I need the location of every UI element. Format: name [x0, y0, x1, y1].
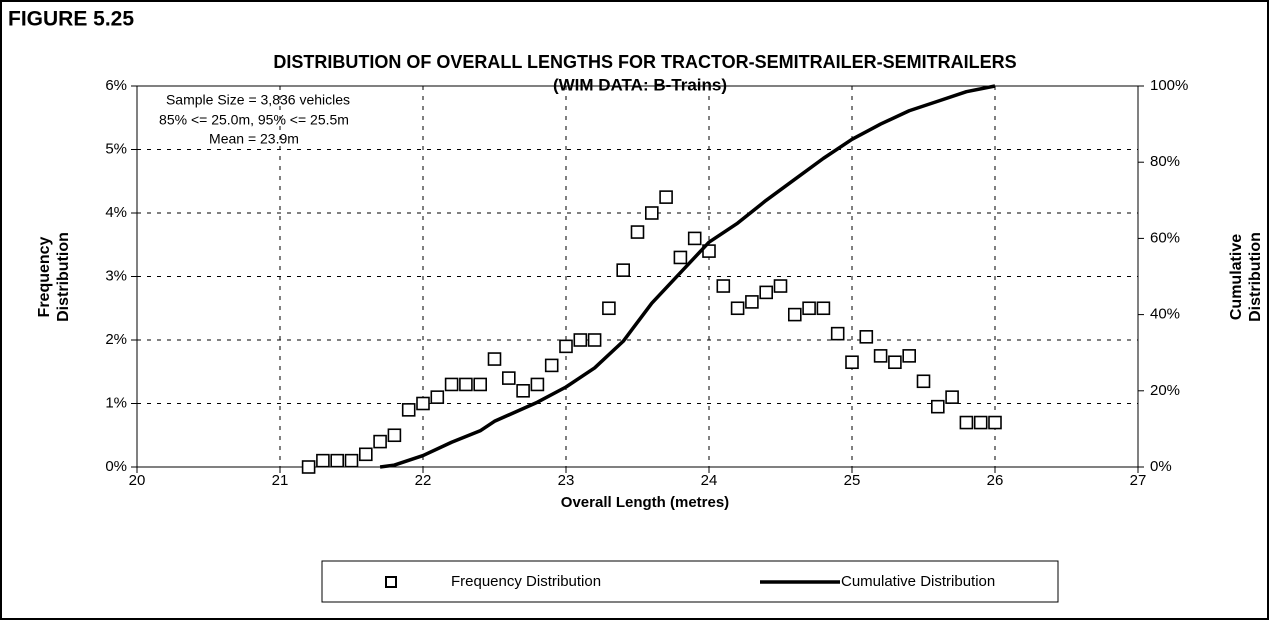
y-tick-label: 1% [105, 394, 127, 411]
figure-label: FIGURE 5.25 [8, 8, 134, 31]
point [559, 339, 573, 354]
point [916, 374, 931, 389]
point [573, 333, 588, 347]
point [973, 415, 988, 430]
point [802, 301, 816, 316]
y2-tick-label: 20% [1150, 382, 1180, 399]
x-axis-label: Overall Length (metres) [561, 494, 729, 511]
point [487, 352, 502, 366]
point [773, 279, 788, 293]
legend-box [321, 560, 1059, 603]
x-tick-label: 24 [701, 472, 718, 489]
point [930, 399, 945, 414]
y-tick-label: 3% [105, 267, 127, 284]
point [687, 231, 702, 246]
point [745, 295, 759, 309]
point [401, 403, 416, 417]
point [945, 390, 959, 404]
y2-axis-label: Cumulative [1228, 234, 1245, 320]
point [387, 428, 402, 443]
point [644, 206, 659, 220]
x-tick-label: 25 [844, 472, 861, 489]
point [873, 349, 888, 363]
x-tick-label: 27 [1130, 472, 1147, 489]
x-tick-label: 20 [129, 472, 146, 489]
point [716, 279, 731, 293]
point [358, 447, 373, 462]
x-tick-label: 23 [558, 472, 575, 489]
y2-tick-label: 0% [1150, 458, 1172, 475]
annotation: Mean = 23.9m [209, 131, 299, 147]
point [330, 453, 345, 468]
line [379, 84, 996, 469]
y-tick-label: 4% [105, 204, 127, 221]
x-tick-label: 22 [415, 472, 432, 489]
point [845, 355, 859, 370]
point [587, 333, 602, 347]
y-tick-label: 6% [105, 77, 127, 94]
point [416, 396, 430, 411]
point [888, 355, 902, 370]
point [516, 383, 530, 398]
point [730, 301, 745, 316]
point [787, 307, 802, 322]
point [544, 358, 559, 373]
point [630, 225, 645, 239]
legend-label: Frequency Distribution [451, 573, 601, 590]
y2-tick-label: 60% [1150, 229, 1180, 246]
point [988, 415, 1002, 430]
y-tick-label: 0% [105, 458, 127, 475]
legend-marker [385, 576, 397, 588]
point [430, 390, 445, 404]
point [902, 349, 917, 363]
point [373, 434, 387, 449]
point [759, 285, 774, 300]
plot-frame [136, 85, 1139, 468]
x-tick-label: 21 [272, 472, 289, 489]
annotation: Sample Size = 3,836 vehicles [166, 92, 350, 108]
point [530, 377, 545, 392]
chart-title: DISTRIBUTION OF OVERALL LENGTHS FOR TRAC… [273, 52, 1016, 72]
chart-subtitle: (WIM DATA: B-Trains) [553, 75, 727, 94]
point [616, 263, 631, 277]
y2-tick-label: 40% [1150, 306, 1180, 323]
y-tick-label: 2% [105, 331, 127, 348]
point [859, 330, 874, 344]
point [473, 377, 488, 392]
point [816, 301, 831, 316]
point [830, 326, 845, 341]
point [959, 415, 974, 430]
point [459, 377, 473, 392]
x-tick-label: 26 [987, 472, 1004, 489]
point [301, 460, 316, 474]
y2-axis-label: Distribution [1247, 232, 1264, 322]
annotation: 85% <= 25.0m, 95% <= 25.5m [159, 112, 349, 128]
point [659, 190, 673, 204]
point [316, 453, 330, 468]
legend-label: Cumulative Distribution [841, 573, 995, 590]
point [344, 453, 359, 468]
point [602, 301, 616, 316]
y2-tick-label: 100% [1150, 77, 1188, 94]
y-axis-label: Frequency [36, 236, 53, 317]
point [444, 377, 459, 392]
point [673, 250, 688, 265]
y2-tick-label: 80% [1150, 153, 1180, 170]
y-tick-label: 5% [105, 140, 127, 157]
point [501, 371, 516, 385]
y-axis-label: Distribution [55, 232, 72, 322]
